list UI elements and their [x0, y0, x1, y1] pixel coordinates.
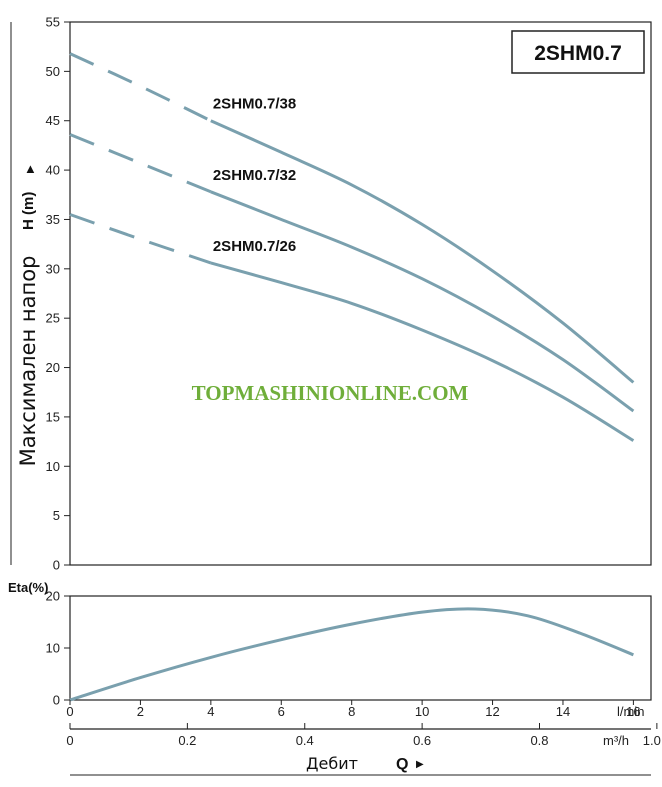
head-y-tick-label: 40 [46, 163, 60, 178]
x-secondary-tick-label: 1.0 [643, 733, 661, 748]
series-line [210, 119, 635, 384]
x-arrow: ▶ [416, 759, 424, 770]
series-line [210, 261, 635, 442]
eta-y-tick-label: 0 [53, 693, 60, 708]
eta-y-label: Eta(%) [8, 580, 48, 595]
x-primary-tick-label: 4 [207, 704, 214, 719]
watermark: TOPMASHINIONLINE.COM [192, 381, 469, 405]
head-y-arrow: ▶ [25, 165, 36, 173]
x-label: Дебит [306, 754, 358, 773]
series-label: 2SHM0.7/38 [213, 96, 296, 113]
x-secondary-tick-label: 0.8 [530, 733, 548, 748]
head-y-label: Максимален напор [16, 256, 40, 467]
head-y-tick-label: 50 [46, 64, 60, 79]
eta-plot-frame [69, 595, 652, 701]
x-secondary-tick-label: 0.4 [296, 733, 314, 748]
head-y-tick-label: 15 [46, 409, 60, 424]
series-line-dashed [69, 133, 212, 194]
head-y-tick-label: 20 [46, 360, 60, 375]
head-y-tick-label: 5 [53, 508, 60, 523]
x-primary-tick-label: 14 [556, 704, 570, 719]
x-secondary-tick-label: 0.2 [178, 733, 196, 748]
head-y-ticks: 0 5 10 15 20 25 30 35 40 45 50 55 [46, 15, 70, 573]
series-label: 2SHM0.7/32 [213, 167, 296, 184]
head-y-tick-label: 55 [46, 15, 60, 30]
eta-y-tick-label: 10 [46, 641, 60, 656]
eta-series-line [69, 607, 634, 702]
x-secondary-ticks: 0 0.2 0.4 0.6 0.8 1.0 [66, 723, 661, 748]
head-y-tick-label: 45 [46, 113, 60, 128]
head-y-tick-label: 30 [46, 261, 60, 276]
x-symbol: Q [396, 756, 408, 773]
x-primary-tick-label: 0 [66, 704, 73, 719]
series-label: 2SHM0.7/26 [213, 238, 296, 255]
x-primary-tick-label: 8 [348, 704, 355, 719]
x-primary-tick-label: 6 [278, 704, 285, 719]
chart-title: 2SHM0.7 [534, 42, 622, 65]
x-secondary-tick-label: 0.6 [413, 733, 431, 748]
series-line-dashed [69, 52, 212, 123]
head-y-tick-label: 0 [53, 558, 60, 573]
x-secondary-unit: m³/h [603, 733, 629, 748]
x-primary-tick-label: 12 [485, 704, 499, 719]
x-primary-unit: l/min [617, 704, 644, 719]
series-line-dashed [69, 213, 212, 265]
head-y-tick-label: 35 [46, 212, 60, 227]
head-plot-frame [69, 21, 652, 566]
series-line [210, 190, 635, 413]
head-y-tick-label: 25 [46, 311, 60, 326]
head-curves: 2SHM0.7/38 2SHM0.7/32 2SHM0.7/26 [69, 52, 635, 442]
x-primary-ticks: 0 2 4 6 8 10 12 14 16 [66, 700, 641, 719]
eta-y-tick-label: 20 [46, 589, 60, 604]
title-box [511, 30, 645, 74]
eta-chart: Eta(%) 0 10 20 0 2 4 6 8 10 12 14 16 0 0.2 0.4 0.6 0.8… [8, 580, 661, 776]
x-secondary-tick-label: 0 [66, 733, 73, 748]
x-primary-tick-label: 16 [626, 704, 640, 719]
x-primary-tick-label: 2 [137, 704, 144, 719]
eta-y-ticks: 0 10 20 [46, 589, 70, 708]
head-y-unit: H (m) [20, 192, 37, 230]
eta-curve [69, 607, 634, 702]
head-y-tick-label: 10 [46, 459, 60, 474]
x-primary-tick-label: 10 [415, 704, 429, 719]
